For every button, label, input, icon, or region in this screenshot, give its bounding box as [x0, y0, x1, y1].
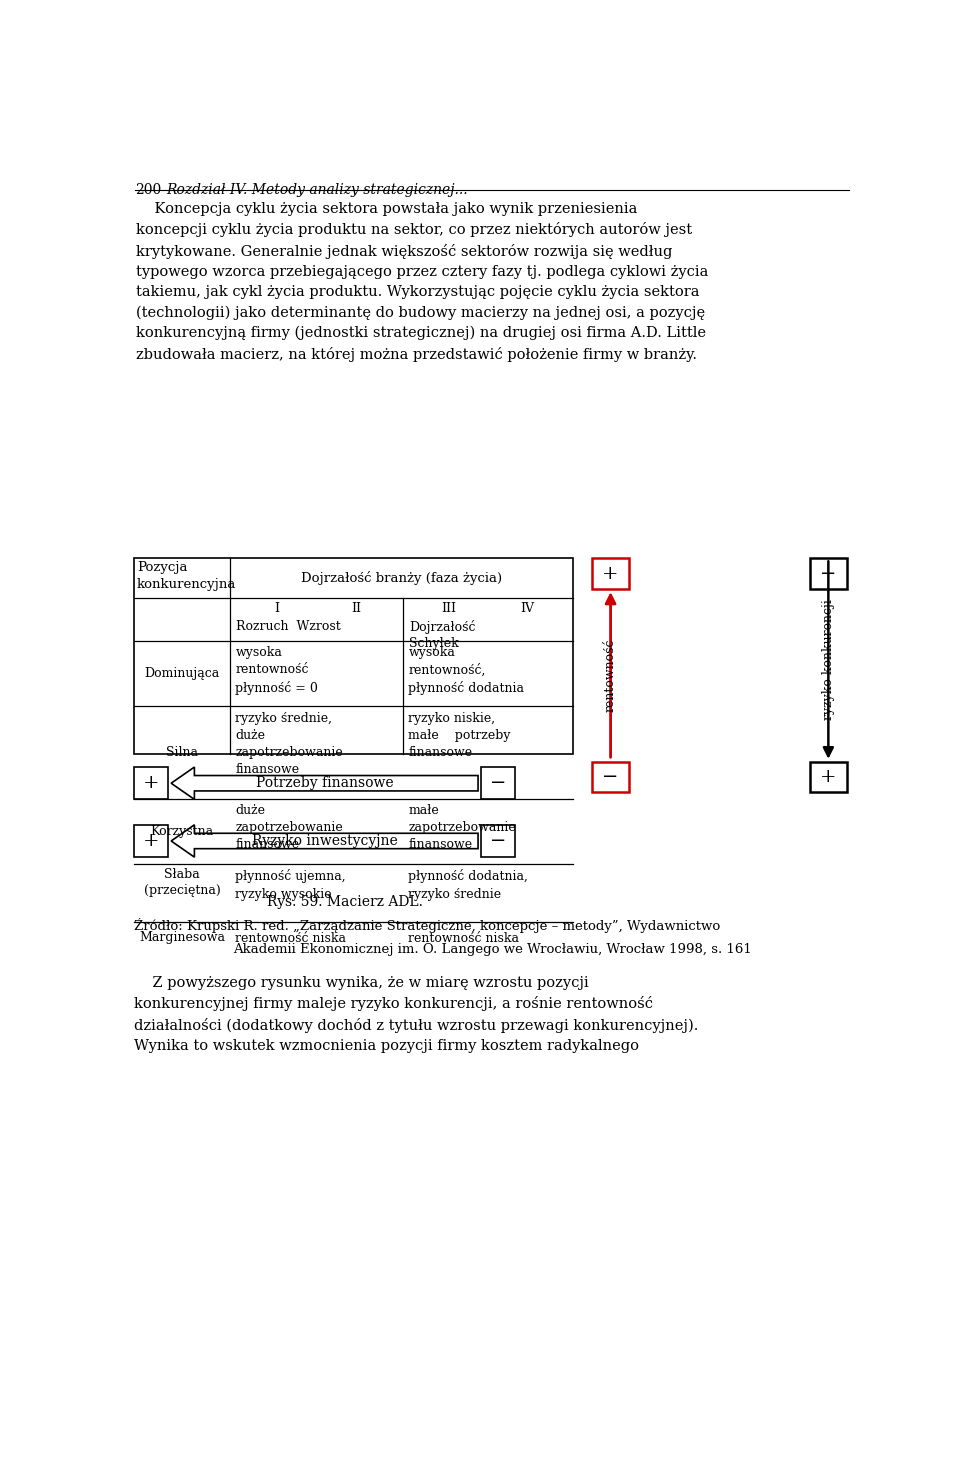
Text: Koncepcja cyklu życia sektora powstała jako wynik przeniesienia
koncepcji cyklu : Koncepcja cyklu życia sektora powstała j… [135, 202, 708, 362]
Text: rentowność: rentowność [604, 638, 617, 712]
Bar [481, 824, 516, 857]
Text: +: + [820, 768, 836, 786]
Text: wysoka
rentowność
płynność = 0: wysoka rentowność płynność = 0 [235, 645, 319, 696]
Bar [134, 824, 168, 857]
Text: III: III [442, 603, 456, 616]
Text: Dojrzałość branży (faza życia): Dojrzałość branży (faza życia) [301, 572, 502, 585]
Bar [592, 762, 629, 793]
Text: Źródło: Krupski R. red. „Zarządzanie Strategiczne, koncepcje – metody”, Wydawnic: Źródło: Krupski R. red. „Zarządzanie Str… [134, 919, 720, 933]
Text: Dojrzałość
Schyłek: Dojrzałość Schyłek [409, 620, 475, 650]
Text: Rys. 59. Macierz ADL.: Rys. 59. Macierz ADL. [267, 895, 422, 908]
Text: +: + [143, 774, 159, 792]
Text: Z powyższego rysunku wynika, że w miarę wzrostu pozycji
konkurencyjnej firmy mal: Z powyższego rysunku wynika, że w miarę … [134, 976, 698, 1053]
Text: −: − [490, 832, 506, 849]
Text: Dominująca: Dominująca [144, 668, 220, 679]
Text: Marginesowa: Marginesowa [139, 932, 225, 944]
Text: Akademii Ekonomicznej im. O. Langego we Wrocławiu, Wrocław 1998, s. 161: Akademii Ekonomicznej im. O. Langego we … [232, 944, 752, 957]
Bar [809, 762, 847, 793]
Text: Pozycja
konkurencyjna: Pozycja konkurencyjna [137, 561, 236, 591]
Text: ryzyko niskie,
małe    potrzeby
finansowe: ryzyko niskie, małe potrzeby finansowe [408, 712, 511, 759]
Text: Rozruch  Wzrost: Rozruch Wzrost [236, 620, 341, 634]
Text: płynność dodatnia,
ryzyko średnie: płynność dodatnia, ryzyko średnie [408, 870, 528, 901]
Text: ryzyko średnie,
duże
zapotrzebowanie
finansowe: ryzyko średnie, duże zapotrzebowanie fin… [235, 712, 344, 777]
Text: duże
zapotrzebowanie
finansowe: duże zapotrzebowanie finansowe [235, 803, 344, 851]
Text: Rozdział IV. Metody analizy strategicznej...: Rozdział IV. Metody analizy strategiczne… [166, 183, 468, 196]
Text: I: I [275, 603, 279, 616]
Text: Potrzeby finansowe: Potrzeby finansowe [255, 777, 394, 790]
Bar [134, 558, 573, 753]
Bar [481, 767, 516, 799]
Text: +: + [143, 832, 159, 849]
Text: Ryzyko inwestycyjne: Ryzyko inwestycyjne [252, 835, 397, 848]
Text: Korzystna: Korzystna [151, 824, 213, 837]
Text: małe
zapotrzebowanie
finansowe: małe zapotrzebowanie finansowe [408, 803, 516, 851]
Text: rentowność niska: rentowność niska [235, 932, 347, 944]
Text: IV: IV [520, 603, 535, 616]
Text: −: − [490, 774, 506, 792]
Text: −: − [602, 768, 619, 786]
Bar [134, 767, 168, 799]
Text: rentowność niska: rentowność niska [408, 932, 519, 944]
Text: płynność ujemna,
ryzyko wysokie: płynność ujemna, ryzyko wysokie [235, 870, 347, 901]
Text: +: + [602, 564, 619, 583]
Text: II: II [351, 603, 361, 616]
Bar [809, 558, 847, 589]
Text: 200: 200 [135, 183, 161, 196]
Text: Słaba
(przeciętna): Słaba (przeciętna) [144, 868, 221, 898]
Text: −: − [820, 564, 836, 583]
Text: ryzyko konkurencji: ryzyko konkurencji [822, 600, 835, 721]
Text: Silna: Silna [166, 746, 198, 759]
Bar [592, 558, 629, 589]
Text: wysoka
rentowność,
płynność dodatnia: wysoka rentowność, płynność dodatnia [408, 645, 524, 696]
